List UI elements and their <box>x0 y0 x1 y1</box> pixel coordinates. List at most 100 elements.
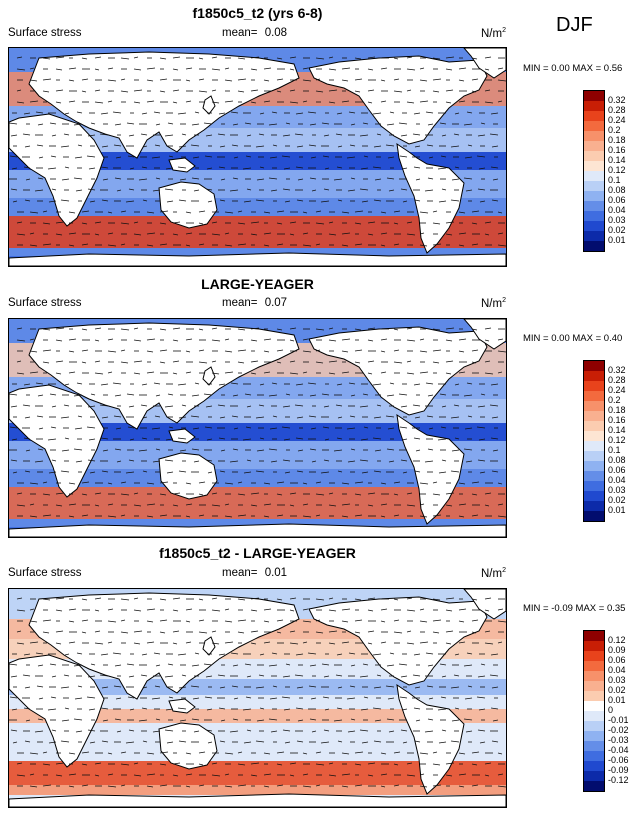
stress-vector <box>16 609 26 612</box>
stress-vector <box>55 630 64 633</box>
stress-vector <box>68 211 76 214</box>
stress-vector <box>243 471 252 474</box>
stress-vector <box>480 663 486 666</box>
stress-vector <box>55 762 65 765</box>
stress-vector <box>237 493 246 496</box>
stress-vector <box>308 415 317 418</box>
stress-vector <box>55 372 62 375</box>
stress-vector <box>185 641 192 644</box>
stress-vector <box>204 155 213 158</box>
stress-vector <box>81 90 87 93</box>
stress-vector <box>263 482 271 485</box>
colorbar-label: 0.09 <box>608 645 626 655</box>
stress-vector <box>107 79 117 82</box>
stress-vector <box>360 708 369 711</box>
stress-vector <box>441 134 447 137</box>
stress-vector <box>427 448 434 451</box>
stress-vector <box>451 449 460 452</box>
stress-vector <box>211 233 221 236</box>
stress-vector <box>55 89 64 92</box>
stress-vector <box>51 405 57 408</box>
stress-vector <box>133 327 139 330</box>
stress-vector <box>191 123 200 126</box>
stress-vector <box>484 339 490 342</box>
stress-vector <box>229 460 239 463</box>
stress-vector <box>276 481 285 484</box>
stress-vector <box>428 427 434 430</box>
stress-vector <box>191 177 200 180</box>
stress-vector <box>190 144 200 147</box>
stress-vector <box>328 101 336 104</box>
stress-vector <box>120 631 129 634</box>
stress-vector <box>193 730 200 733</box>
stress-vector <box>268 718 278 721</box>
stress-vector <box>203 122 213 125</box>
stress-vector <box>256 719 265 722</box>
stress-vector <box>439 663 447 666</box>
stress-vector <box>415 178 421 181</box>
stress-vector <box>73 718 83 721</box>
panel1-mean-value: 0.08 <box>264 27 288 39</box>
stress-vector <box>289 630 296 633</box>
stress-vector <box>10 134 18 137</box>
stress-vector <box>387 427 395 430</box>
stress-vector <box>263 338 272 341</box>
stress-vector <box>185 785 191 788</box>
stress-vector <box>497 608 504 611</box>
colorbar-swatch <box>584 111 604 121</box>
stress-vector <box>12 741 18 744</box>
stress-vector <box>471 751 480 754</box>
stress-vector <box>477 729 486 732</box>
stress-vector <box>107 503 114 506</box>
stress-vector <box>94 609 100 612</box>
stress-vector <box>363 696 369 699</box>
stress-vector <box>142 199 148 202</box>
stress-vector <box>454 707 460 710</box>
stress-vector <box>37 448 44 451</box>
stress-vector <box>432 598 441 601</box>
stress-vector <box>294 404 304 407</box>
stress-vector <box>471 90 477 93</box>
stress-vector <box>42 210 48 213</box>
stress-vector <box>372 653 382 656</box>
stress-vector <box>23 707 31 710</box>
stress-vector <box>467 685 473 688</box>
stress-vector <box>172 339 179 342</box>
stress-vector <box>302 620 312 623</box>
stress-vector <box>55 504 63 507</box>
stress-vector <box>328 339 337 342</box>
stress-vector <box>440 696 447 699</box>
stress-vector <box>16 762 23 765</box>
stress-vector <box>478 708 486 711</box>
stress-vector <box>101 416 109 419</box>
stress-vector <box>115 427 122 430</box>
stress-vector <box>165 438 174 441</box>
stress-vector <box>419 515 428 518</box>
stress-vector <box>399 155 408 158</box>
stress-vector <box>87 188 96 191</box>
stress-vector <box>374 719 382 722</box>
stress-vector <box>68 338 77 341</box>
stress-vector <box>159 784 168 787</box>
colorbar-label: 0.14 <box>608 155 626 165</box>
stress-vector <box>328 597 334 600</box>
stress-vector <box>116 189 122 192</box>
stress-vector <box>246 134 252 137</box>
stress-vector <box>172 56 181 59</box>
stress-vector <box>101 199 109 202</box>
stress-vector <box>55 774 63 777</box>
stress-vector <box>372 383 382 386</box>
stress-vector <box>380 338 388 341</box>
stress-vector <box>492 449 499 452</box>
stress-vector <box>276 493 283 496</box>
stress-vector <box>406 492 413 495</box>
stress-vector <box>68 232 77 235</box>
stress-vector <box>142 145 148 148</box>
stress-vector <box>24 740 31 743</box>
stress-vector <box>367 339 374 342</box>
stress-vector <box>256 178 265 181</box>
stress-vector <box>425 111 434 114</box>
stress-vector <box>484 101 494 104</box>
colorbar-swatch <box>584 371 604 381</box>
stress-vector <box>23 653 31 656</box>
